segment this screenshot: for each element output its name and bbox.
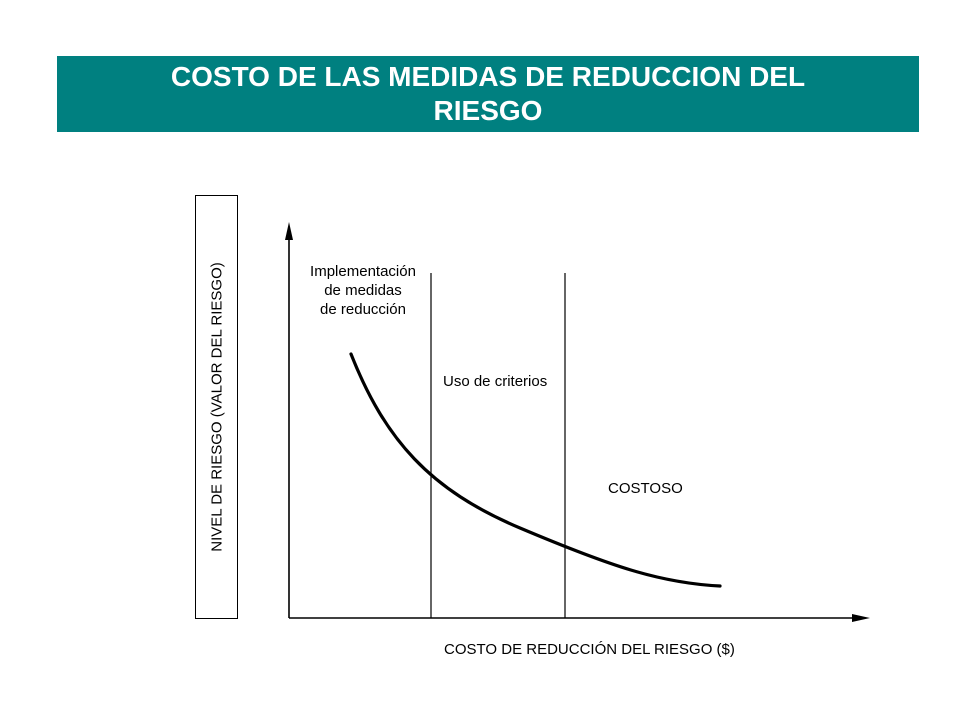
title-line-2: RIESGO	[433, 95, 543, 126]
y-axis-arrow	[285, 222, 293, 240]
title-banner: COSTO DE LAS MEDIDAS DE REDUCCION DEL RI…	[57, 56, 919, 132]
title-line-1: COSTO DE LAS MEDIDAS DE REDUCCION DEL	[170, 61, 806, 92]
y-axis-label-box: NIVEL DE RIESGO (VALOR DEL RIESGO)	[195, 195, 238, 619]
label-implementation-line-3: de reducción	[320, 301, 406, 318]
x-axis-arrow	[852, 614, 870, 622]
page-title: COSTO DE LAS MEDIDAS DE REDUCCION DEL RI…	[98, 60, 878, 128]
label-criteria: Uso de criterios	[443, 373, 548, 390]
x-axis-label: COSTO DE REDUCCIÓN DEL RIESGO ($)	[444, 641, 735, 658]
label-implementation: Implementación de medidas de reducción	[298, 262, 428, 319]
risk-cost-curve	[349, 352, 722, 588]
label-implementation-line-1: Implementación	[310, 263, 416, 280]
label-implementation-line-2: de medidas	[324, 282, 402, 299]
label-costly: COSTOSO	[608, 480, 683, 497]
